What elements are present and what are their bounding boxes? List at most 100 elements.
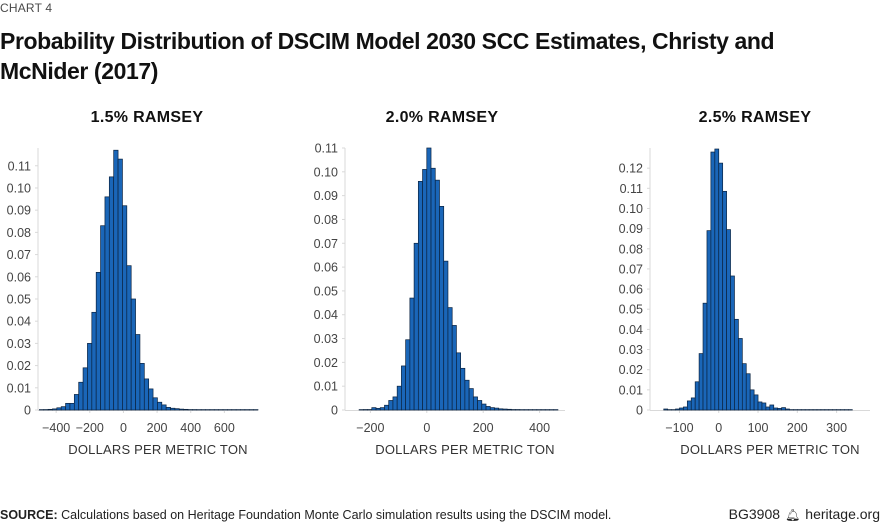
- histogram-bar: [663, 408, 669, 411]
- histogram-bar: [706, 230, 712, 411]
- histogram-bar: [694, 381, 700, 411]
- histogram-bar: [152, 397, 158, 411]
- histogram-bar: [686, 400, 692, 411]
- histogram-bar: [87, 343, 93, 411]
- histogram-bar: [388, 400, 394, 411]
- x-tick-label: 300: [826, 421, 847, 435]
- x-tick-label: 200: [473, 421, 494, 435]
- histogram-bar: [777, 408, 782, 411]
- y-tick-label: 0.02: [7, 359, 31, 373]
- histogram-bar: [143, 378, 150, 411]
- histogram-bar: [165, 406, 171, 411]
- histogram-bar: [464, 379, 470, 411]
- histogram-bar: [148, 388, 154, 411]
- y-tick-label: 0.09: [314, 189, 338, 203]
- x-tick-label: −100: [665, 421, 693, 435]
- y-tick-label: 0.02: [314, 356, 338, 370]
- histogram-bar: [170, 407, 176, 411]
- y-tick-label: 0.06: [7, 270, 31, 284]
- y-tick-label: 0.11: [315, 142, 338, 156]
- histogram-bar: [60, 406, 66, 411]
- y-tick-label: 0.05: [619, 303, 643, 317]
- histogram-bar: [718, 162, 724, 411]
- histogram-bar: [502, 408, 508, 411]
- site-link[interactable]: heritage.org: [805, 506, 880, 522]
- histogram-bar: [472, 396, 478, 411]
- y-tick-label: 0.04: [314, 308, 338, 322]
- histogram-bar: [122, 205, 128, 411]
- histogram-bar: [65, 402, 71, 411]
- histogram-bar: [690, 397, 696, 411]
- histogram-bar: [443, 260, 449, 411]
- y-tick-label: 0.02: [619, 363, 643, 377]
- histogram-bar: [785, 408, 790, 411]
- histogram-bar: [451, 325, 457, 411]
- y-tick-label: 0: [24, 404, 31, 418]
- y-tick-label: 0.08: [7, 226, 31, 240]
- histogram-bar: [417, 180, 423, 411]
- panel-title-3: 2.5% RAMSEY: [698, 109, 812, 126]
- histogram-bar: [726, 229, 731, 411]
- report-id: BG3908: [728, 506, 781, 522]
- x-tick-label: 200: [787, 421, 808, 435]
- y-tick-label: 0.01: [7, 381, 31, 395]
- histogram-bar: [757, 401, 763, 411]
- x-tick-label: 400: [180, 421, 201, 435]
- x-tick-label: 400: [529, 421, 550, 435]
- y-tick-label: 0.04: [7, 315, 31, 329]
- histogram-bar: [738, 338, 743, 411]
- histogram-bar: [753, 394, 759, 411]
- y-tick-label: 0.11: [8, 159, 31, 173]
- histogram-bar: [477, 400, 483, 411]
- x-axis-title: DOLLARS PER METRIC TON: [68, 442, 247, 457]
- histogram-bar: [781, 407, 786, 411]
- histogram-bar: [100, 225, 106, 411]
- histogram-bar: [730, 275, 735, 411]
- histogram-bar: [430, 167, 436, 411]
- histogram-bar: [426, 147, 432, 411]
- histogram-bar: [714, 148, 720, 411]
- x-tick-label: −400: [42, 421, 70, 435]
- histogram-bar: [130, 298, 136, 411]
- x-tick-label: −200: [76, 421, 104, 435]
- histogram-bar: [401, 365, 406, 411]
- histogram-bar: [494, 407, 500, 411]
- y-tick-label: 0.01: [314, 380, 338, 394]
- histogram-bar: [117, 158, 123, 411]
- source-label: SOURCE:: [0, 508, 58, 522]
- histogram-bar: [769, 404, 775, 411]
- histogram-bar: [456, 352, 461, 411]
- x-tick-label: 0: [120, 421, 127, 435]
- y-tick-label: 0.07: [314, 237, 338, 251]
- source-text: Calculations based on Heritage Foundatio…: [57, 508, 612, 522]
- histogram-bar: [371, 407, 377, 411]
- footer-brand: BG3908 🔔︎ heritage.org: [729, 506, 880, 522]
- histogram-bar: [422, 169, 428, 411]
- y-tick-label: 0.03: [7, 337, 31, 351]
- y-tick-label: 0: [636, 404, 643, 418]
- histogram-bar: [761, 402, 767, 411]
- liberty-bell-icon: 🔔︎: [785, 508, 801, 522]
- y-tick-label: 0.09: [7, 204, 31, 218]
- y-tick-label: 0.10: [7, 181, 31, 195]
- histogram-bar: [56, 407, 62, 411]
- y-tick-label: 0.05: [7, 292, 31, 306]
- x-tick-label: 600: [214, 421, 235, 435]
- source-note: SOURCE: Calculations based on Heritage F…: [0, 508, 611, 522]
- histogram-bar: [710, 151, 716, 411]
- y-tick-label: 0.09: [619, 222, 643, 236]
- histogram-bar: [174, 408, 180, 411]
- x-tick-label: −200: [356, 421, 384, 435]
- histogram-bar: [413, 242, 419, 411]
- y-tick-label: 0.04: [619, 323, 643, 337]
- histogram-bar: [439, 206, 445, 411]
- histogram-bar: [481, 403, 487, 411]
- histogram-bar: [773, 407, 779, 411]
- histogram-bar: [749, 389, 755, 411]
- histogram-bar: [157, 401, 163, 411]
- y-tick-label: 0.06: [314, 261, 338, 275]
- histogram-bar: [702, 302, 708, 411]
- histogram-bar: [47, 408, 53, 411]
- y-tick-label: 0.10: [314, 165, 338, 179]
- histogram-bar: [69, 402, 75, 411]
